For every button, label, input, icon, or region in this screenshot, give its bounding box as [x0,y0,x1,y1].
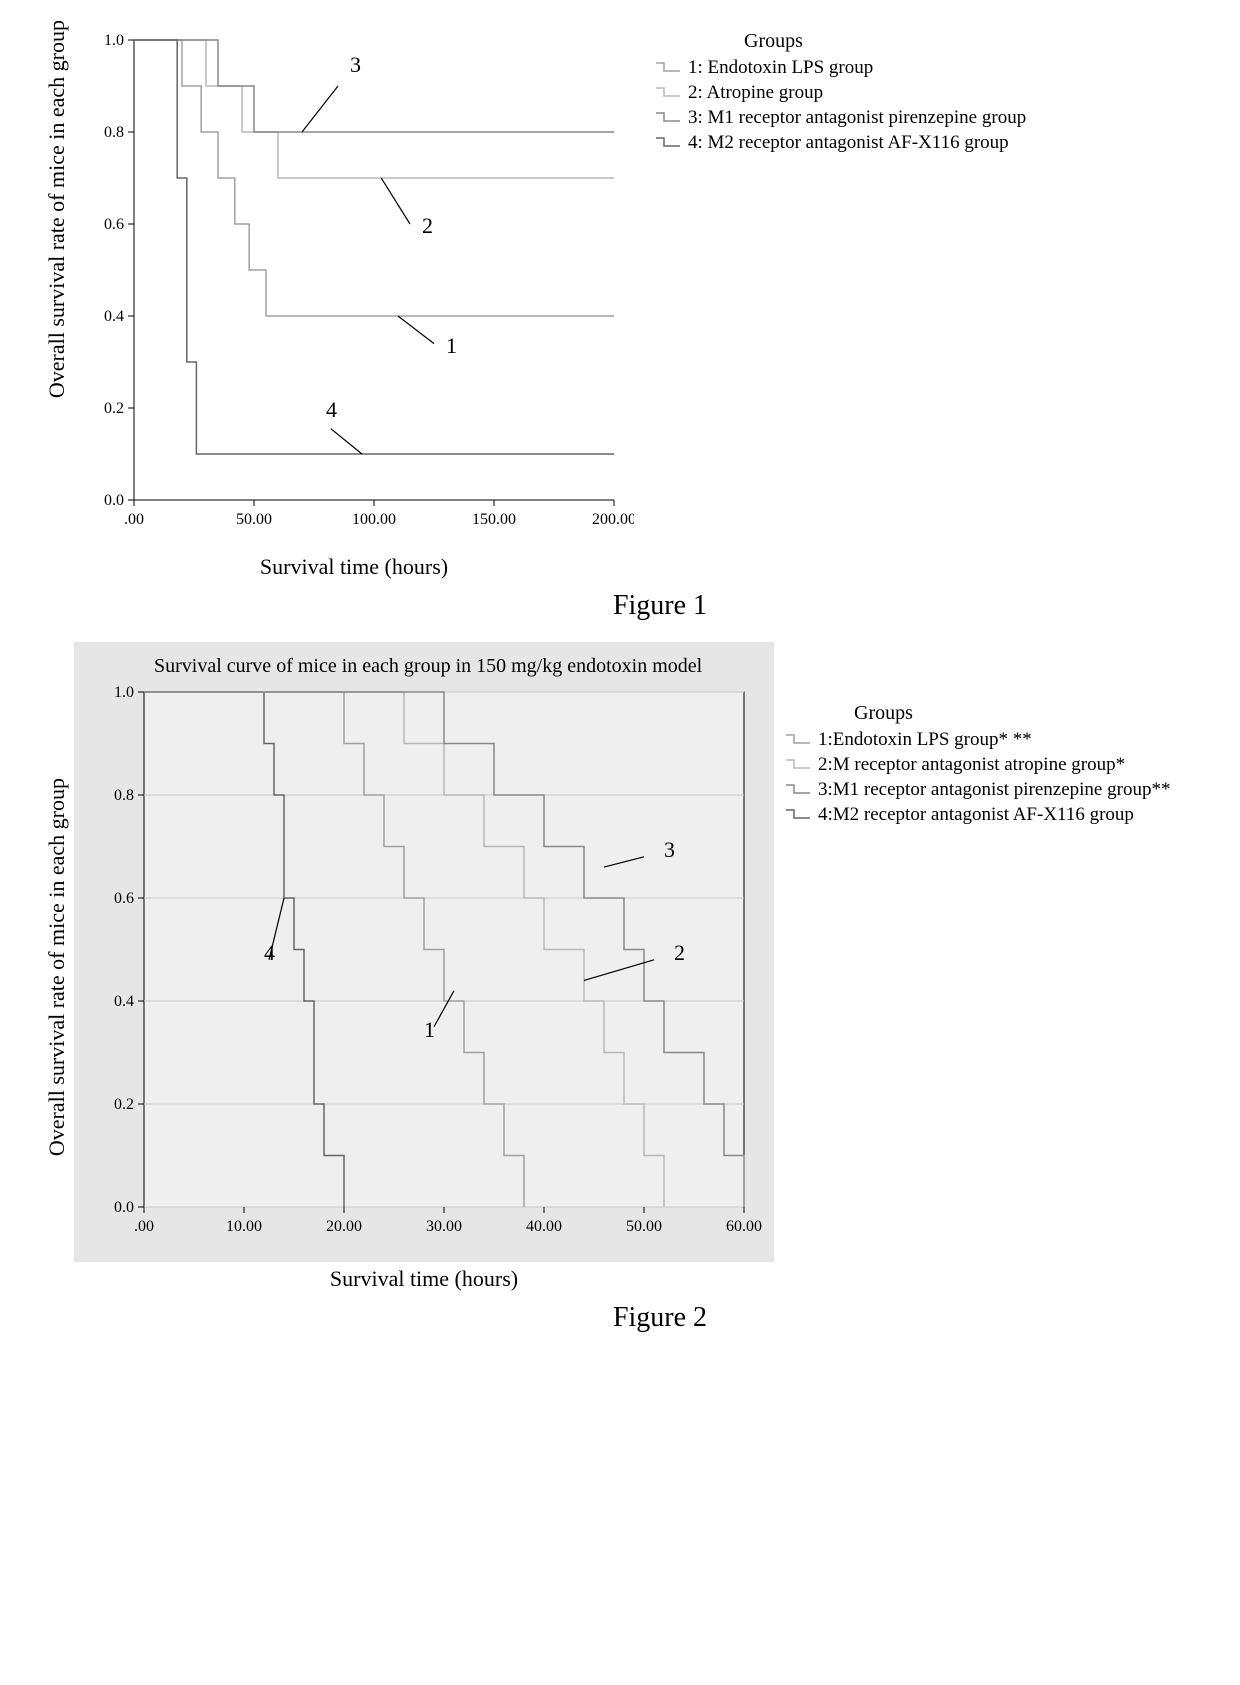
legend-item: 1: Endotoxin LPS group [654,57,1026,79]
fig2-caption: Figure 2 [40,1302,1240,1334]
svg-text:.00: .00 [124,511,144,528]
legend-item: 4:M2 receptor antagonist AF-X116 group [784,804,1170,826]
fig2-legend-title: Groups [854,702,1170,725]
legend-item: 4: M2 receptor antagonist AF-X116 group [654,132,1026,154]
svg-text:2: 2 [674,940,685,965]
svg-text:50.00: 50.00 [626,1218,662,1235]
svg-text:0.4: 0.4 [114,993,134,1010]
fig1-chart: .00 50.00 100.00 150.00 200.00 0.0 0.2 0.4 0.6 0.… [74,20,634,550]
svg-text:3: 3 [664,837,675,862]
fig1-caption: Figure 1 [40,590,1240,622]
legend-item: 2:M receptor antagonist atropine group* [784,754,1170,776]
svg-text:4: 4 [326,397,337,422]
svg-text:2: 2 [422,213,433,238]
fig1-ylabel: Overall survival rate of mice in each gr… [40,20,74,398]
svg-text:20.00: 20.00 [326,1218,362,1235]
svg-text:1.0: 1.0 [114,684,134,701]
svg-text:60.00: 60.00 [726,1218,762,1235]
legend-item: 2: Atropine group [654,82,1026,104]
svg-text:40.00: 40.00 [526,1218,562,1235]
svg-text:.00: .00 [134,1218,154,1235]
svg-text:150.00: 150.00 [472,511,516,528]
svg-text:4: 4 [264,940,275,965]
svg-text:0.0: 0.0 [104,492,124,509]
svg-text:0.2: 0.2 [114,1096,134,1113]
fig2-chart: Survival curve of mice in each group in … [74,642,774,1262]
fig1-xlabel: Survival time (hours) [74,554,634,580]
fig1-legend-title: Groups [744,30,1026,53]
svg-text:0.0: 0.0 [114,1199,134,1216]
fig2-ylabel: Overall survival rate of mice in each gr… [40,778,74,1156]
svg-text:0.4: 0.4 [104,308,124,325]
svg-text:Survival curve of mice in each: Survival curve of mice in each group in … [154,655,703,677]
svg-text:10.00: 10.00 [226,1218,262,1235]
svg-text:100.00: 100.00 [352,511,396,528]
legend-item: 3:M1 receptor antagonist pirenzepine gro… [784,779,1170,801]
svg-text:1.0: 1.0 [104,32,124,49]
svg-text:1: 1 [446,333,457,358]
svg-text:0.8: 0.8 [114,787,134,804]
figure-2: Overall survival rate of mice in each gr… [40,642,1240,1334]
legend-item: 3: M1 receptor antagonist pirenzepine gr… [654,107,1026,129]
svg-text:3: 3 [350,52,361,77]
svg-text:1: 1 [424,1017,435,1042]
svg-text:50.00: 50.00 [236,511,272,528]
fig2-legend: 1:Endotoxin LPS group* ** 2:M receptor an… [784,729,1170,826]
svg-text:30.00: 30.00 [426,1218,462,1235]
svg-text:200.00: 200.00 [592,511,634,528]
svg-text:0.8: 0.8 [104,124,124,141]
fig1-legend: 1: Endotoxin LPS group 2: Atropine group 3… [654,57,1026,154]
svg-text:0.6: 0.6 [114,890,134,907]
figure-1: Overall survival rate of mice in each gr… [40,20,1240,622]
legend-item: 1:Endotoxin LPS group* ** [784,729,1170,751]
svg-text:0.2: 0.2 [104,400,124,417]
fig2-xlabel: Survival time (hours) [74,1266,774,1292]
svg-text:0.6: 0.6 [104,216,124,233]
